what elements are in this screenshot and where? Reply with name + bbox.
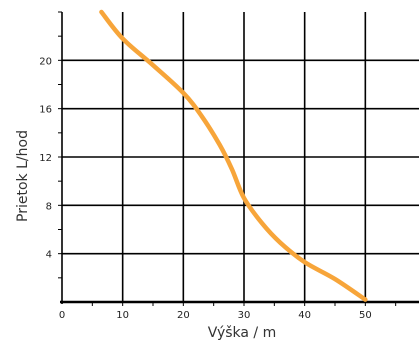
x-tick-label: 40: [298, 310, 311, 321]
series: [99, 9, 368, 302]
tick-labels: 01020304050648121620: [39, 56, 372, 321]
y-tick-label: 20: [39, 56, 52, 67]
y-tick-label: 8: [46, 201, 52, 212]
x-tick-label: 50: [359, 310, 372, 321]
y-tick-label: 4: [46, 250, 52, 261]
grid: [62, 12, 419, 302]
series-line: [99, 9, 368, 302]
x-axis-title: Výška / m: [208, 325, 276, 341]
y-tick-label: 12: [39, 153, 52, 164]
y-tick-label: 16: [39, 105, 52, 116]
axes: [58, 11, 419, 306]
x-tick-label: 20: [177, 310, 190, 321]
x-tick-label: 10: [116, 310, 129, 321]
x-tick-label: 30: [238, 310, 251, 321]
x-tick-label: 0: [59, 310, 65, 321]
y-axis-title: Prietok L/hod: [15, 130, 31, 222]
